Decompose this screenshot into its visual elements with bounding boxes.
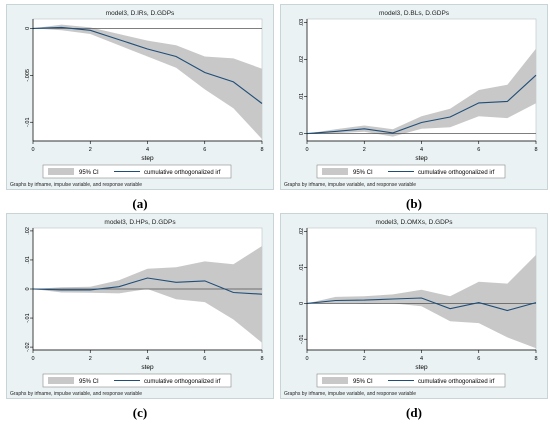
y-tick-label: -.01 xyxy=(25,117,31,126)
legend-ci-swatch xyxy=(322,377,348,384)
x-tick-label: 6 xyxy=(203,356,206,362)
x-tick-label: 0 xyxy=(31,356,34,362)
irf-line xyxy=(32,277,263,295)
chart-b: model3, D.BLs, D.GDPs 0 .01 .02 .03 0 2 4 6 8 step… xyxy=(284,10,538,188)
x-tick-label: 8 xyxy=(534,147,537,153)
ci-band xyxy=(33,246,262,343)
y-tick-label: 0 xyxy=(299,132,305,135)
chart-c: model3, D.HPs, D.GDPs.02.010-.01-.020 2 4 6… xyxy=(10,219,264,397)
irf-line xyxy=(306,297,537,312)
caption-b: (b) xyxy=(406,196,422,211)
footnote: Graphs by irfname, impulse variable, and… xyxy=(10,182,142,188)
x-tick-label: 8 xyxy=(534,356,537,362)
y-tick-label: .02 xyxy=(299,56,305,64)
caption-c: (c) xyxy=(132,405,148,420)
legend-irf-label: cumulative orthogonalized irf xyxy=(144,170,221,176)
chart-d: model3, D.OMXs, D.GDPs .02 .01 0 -.01 0 2 4 6 8 st… xyxy=(284,219,538,397)
chart-a: model3, D.IRs, D.GDPs 0 -.005 -.01 0 2 4 6 8 step… xyxy=(10,10,264,188)
y-tick-label: .02 xyxy=(25,227,31,235)
footnote: Graphs by irfname, impulse variable, and… xyxy=(284,182,416,188)
legend-ci-label: 95% CI xyxy=(353,379,373,385)
panel-title: model3, D.BLs, D.GDPs xyxy=(379,10,450,17)
y-tick-label: .03 xyxy=(299,19,305,27)
irf-line xyxy=(306,74,537,135)
x-tick-label: 8 xyxy=(260,356,263,362)
legend-ci-swatch xyxy=(322,168,348,175)
footnote: Graphs by irfname, impulse variable, and… xyxy=(284,391,416,397)
legend-irf-label: cumulative orthogonalized irf xyxy=(418,379,495,385)
y-tick-label: -.02 xyxy=(25,342,31,351)
x-tick-label: 4 xyxy=(420,356,423,362)
x-axis-title: step xyxy=(415,364,428,371)
ci-band xyxy=(307,48,536,137)
x-tick-label: 4 xyxy=(146,147,149,153)
x-tick-label: 2 xyxy=(89,356,92,362)
figure-c: model3, D.HPs, D.GDPs .02.01 0 -.01 -.02 0 2 4 6… xyxy=(6,213,274,423)
x-tick-label: 6 xyxy=(477,356,480,362)
y-tick-label: 0 xyxy=(299,302,305,305)
y-tick-label: .01 xyxy=(299,93,305,101)
x-tick-label: 6 xyxy=(203,147,206,153)
x-tick-label: 6 xyxy=(477,147,480,153)
legend-ci-swatch xyxy=(48,377,74,384)
x-tick-label: 8 xyxy=(260,147,263,153)
figure-a: model3, D.IRs, D.GDPs 0 -.005 -.01 0 2 4 6 8 step… xyxy=(6,4,274,214)
y-tick-label: -.01 xyxy=(25,313,31,322)
legend-irf-label: cumulative orthogonalized irf xyxy=(144,379,221,385)
y-tick-label: .01 xyxy=(299,264,305,272)
panel-title: model3, D.HPs, D.GDPs xyxy=(104,219,176,226)
y-tick-label: .02 xyxy=(299,228,305,236)
legend-ci-label: 95% CI xyxy=(79,170,99,176)
panel-title: model3, D.IRs, D.GDPs xyxy=(106,10,175,17)
x-tick-label: 2 xyxy=(363,147,366,153)
legend-irf-label: cumulative orthogonalized irf xyxy=(418,170,495,176)
x-axis-title: step xyxy=(141,364,154,371)
y-tick-label: 0 xyxy=(25,287,31,290)
caption-a: (a) xyxy=(132,196,148,211)
caption-d: (d) xyxy=(406,405,422,420)
figure-b: model3, D.BLs, D.GDPs 0 .01 .02 .03 0 2 4 6 8 step… xyxy=(280,4,548,214)
x-tick-label: 2 xyxy=(363,356,366,362)
footnote: Graphs by irfname, impulse variable, and… xyxy=(10,391,142,397)
x-tick-label: 4 xyxy=(146,356,149,362)
x-tick-label: 0 xyxy=(31,147,34,153)
legend-ci-label: 95% CI xyxy=(79,379,99,385)
panel-title: model3, D.OMXs, D.GDPs xyxy=(376,219,454,226)
x-tick-label: 0 xyxy=(305,356,308,362)
y-tick-label: -.005 xyxy=(25,69,31,82)
y-tick-label: .01 xyxy=(25,256,31,264)
figure-d: model3, D.OMXs, D.GDPs .02 .01 0 -.01 0 2 4 6 8 st… xyxy=(280,213,548,423)
x-tick-label: 2 xyxy=(89,147,92,153)
irf-line xyxy=(32,26,263,104)
legend-ci-label: 95% CI xyxy=(353,170,373,176)
x-tick-label: 4 xyxy=(420,147,423,153)
x-tick-label: 0 xyxy=(305,147,308,153)
ci-band xyxy=(33,24,262,140)
x-axis-title: step xyxy=(141,155,154,162)
y-tick-label: 0 xyxy=(25,27,31,30)
ci-band xyxy=(307,254,536,349)
x-axis-title: step xyxy=(415,155,428,162)
legend-ci-swatch xyxy=(48,168,74,175)
y-tick-label: -.01 xyxy=(299,334,305,343)
